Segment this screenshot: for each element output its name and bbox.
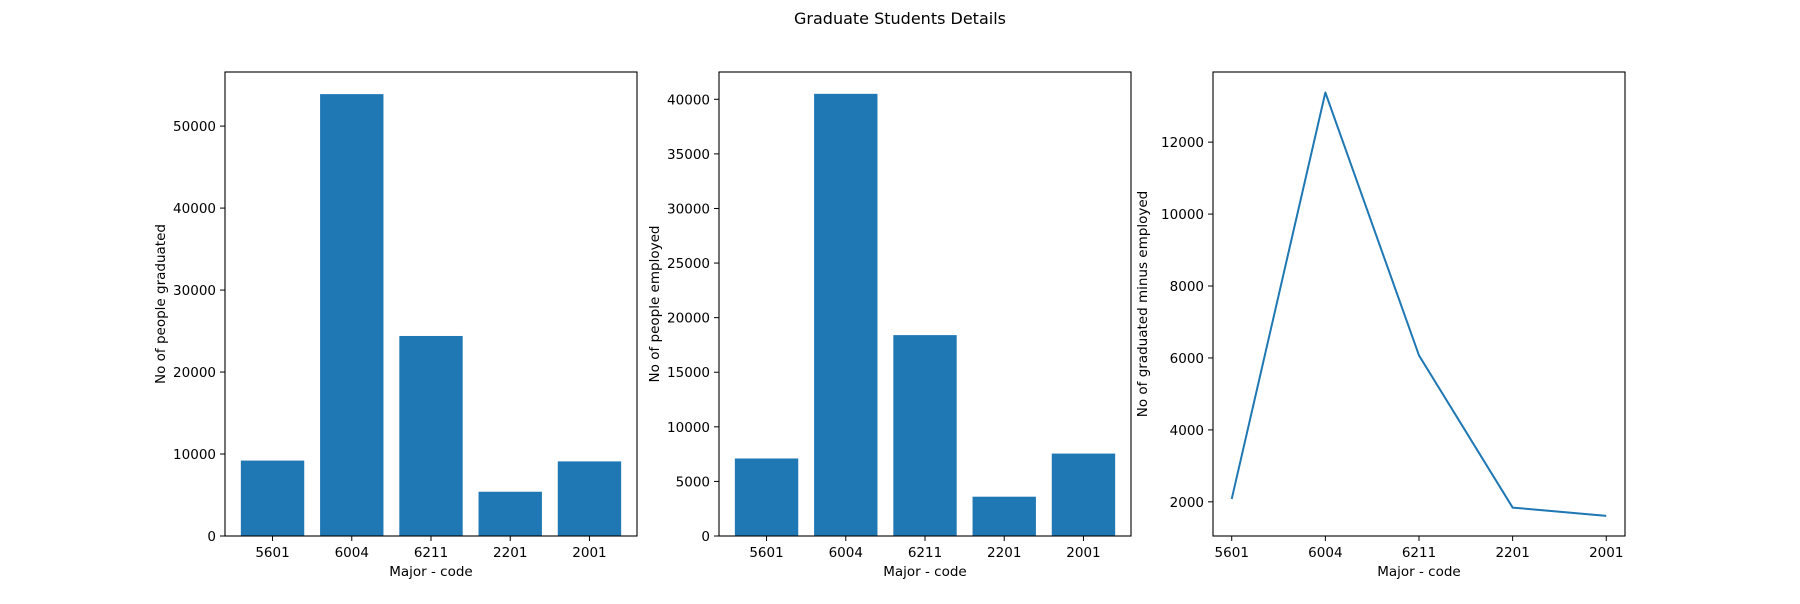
y-tick-label: 10000 bbox=[1161, 207, 1204, 223]
bar-2201 bbox=[478, 491, 542, 536]
axes-frame bbox=[1212, 71, 1626, 537]
x-tick-label: 6211 bbox=[908, 545, 942, 561]
bar-2201 bbox=[972, 496, 1036, 536]
y-tick-label: 40000 bbox=[173, 201, 216, 217]
bar-6004 bbox=[320, 94, 384, 536]
y-tick-label: 50000 bbox=[173, 119, 216, 135]
y-axis-label: No of graduated minus employed bbox=[1135, 191, 1151, 417]
y-tick-label: 20000 bbox=[667, 311, 710, 327]
y-tick-label: 30000 bbox=[173, 283, 216, 299]
y-tick-label: 6000 bbox=[1170, 351, 1204, 367]
x-tick-label: 2201 bbox=[987, 545, 1021, 561]
bar-2001 bbox=[1051, 453, 1116, 536]
x-tick-label: 2001 bbox=[1589, 545, 1623, 561]
y-tick-label: 25000 bbox=[667, 256, 710, 272]
bar-2001 bbox=[557, 461, 622, 536]
bar-6211 bbox=[399, 335, 463, 536]
figure-title: Graduate Students Details bbox=[794, 9, 1006, 28]
y-tick-label: 40000 bbox=[667, 92, 710, 108]
y-tick-label: 0 bbox=[207, 529, 216, 545]
chart-panel-3: 5601 6004 6211 2201 2001 2000 4000 6000 8000 1000… bbox=[1135, 71, 1626, 580]
x-tick-label: 6211 bbox=[1402, 545, 1436, 561]
x-axis-label: Major - code bbox=[389, 564, 473, 580]
x-tick-label: 2201 bbox=[1495, 545, 1529, 561]
y-axis-label: No of people graduated bbox=[153, 224, 169, 384]
y-axis-label: No of people employed bbox=[647, 226, 663, 383]
bar-5601 bbox=[734, 458, 799, 536]
y-tick-label: 35000 bbox=[667, 147, 710, 163]
x-tick-label: 5601 bbox=[1215, 545, 1249, 561]
y-tick-label: 10000 bbox=[667, 420, 710, 436]
y-tick-label: 15000 bbox=[667, 365, 710, 381]
x-axis-label: Major - code bbox=[1377, 564, 1461, 580]
y-tick-label: 5000 bbox=[676, 474, 710, 490]
y-tick-label: 20000 bbox=[173, 365, 216, 381]
y-tick-label: 10000 bbox=[173, 447, 216, 463]
x-tick-label: 6004 bbox=[335, 545, 369, 561]
x-tick-label: 2001 bbox=[1066, 545, 1100, 561]
x-tick-label: 2001 bbox=[572, 545, 606, 561]
chart-panel-1: 5601 6004 6211 2201 2001 0 10000 20000 30000 4000… bbox=[153, 71, 638, 580]
x-tick-label: 6004 bbox=[829, 545, 863, 561]
y-tick-label: 0 bbox=[701, 529, 710, 545]
x-tick-label: 6004 bbox=[1308, 545, 1342, 561]
y-tick-label: 12000 bbox=[1161, 135, 1204, 151]
x-tick-label: 2201 bbox=[493, 545, 527, 561]
bar-5601 bbox=[240, 460, 305, 536]
x-tick-label: 6211 bbox=[414, 545, 448, 561]
y-tick-label: 30000 bbox=[667, 201, 710, 217]
series-line bbox=[1230, 91, 1607, 517]
y-tick-label: 2000 bbox=[1170, 495, 1204, 511]
x-axis-label: Major - code bbox=[883, 564, 967, 580]
y-tick-label: 8000 bbox=[1170, 279, 1204, 295]
bar-6211 bbox=[893, 335, 957, 536]
chart-panel-2: 5601 6004 6211 2201 2001 0 5000 10000 15000 20000… bbox=[647, 71, 1132, 580]
x-tick-label: 5601 bbox=[255, 545, 289, 561]
bar-6004 bbox=[814, 93, 878, 536]
x-tick-label: 5601 bbox=[749, 545, 783, 561]
y-tick-label: 4000 bbox=[1170, 423, 1204, 439]
